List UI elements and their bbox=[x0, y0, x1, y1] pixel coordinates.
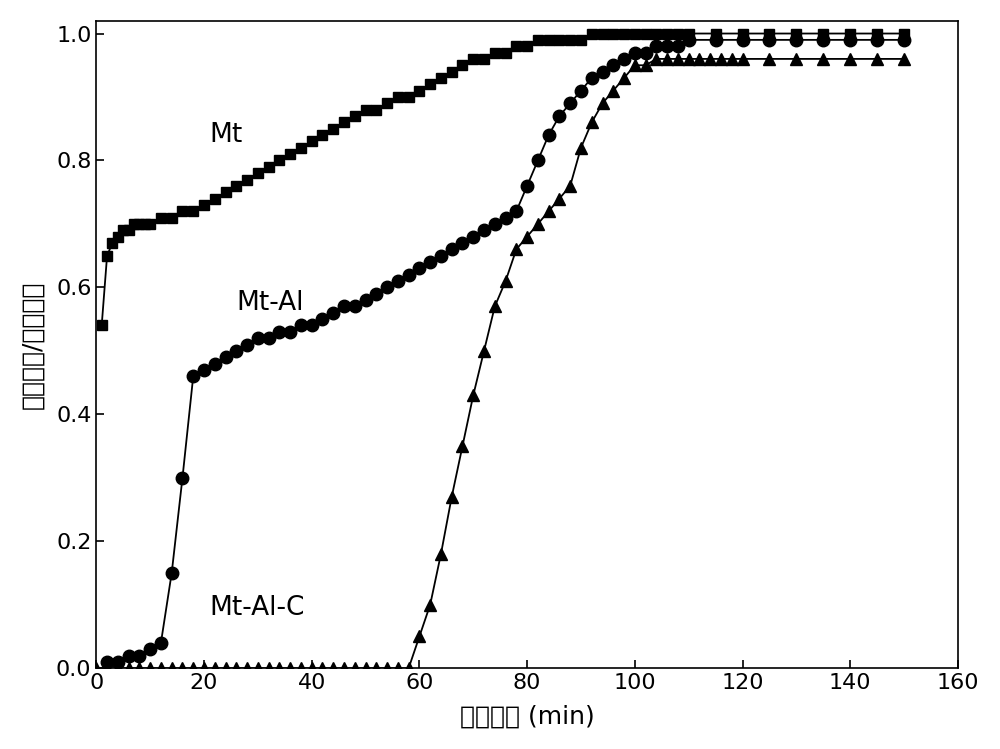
Y-axis label: 出口浓度/进口浓度: 出口浓度/进口浓度 bbox=[21, 280, 45, 409]
Text: Mt: Mt bbox=[209, 122, 243, 148]
X-axis label: 吸附时间 (min): 吸附时间 (min) bbox=[460, 704, 594, 728]
Text: Mt-Al: Mt-Al bbox=[236, 290, 304, 316]
Text: Mt-Al-C: Mt-Al-C bbox=[209, 595, 305, 621]
